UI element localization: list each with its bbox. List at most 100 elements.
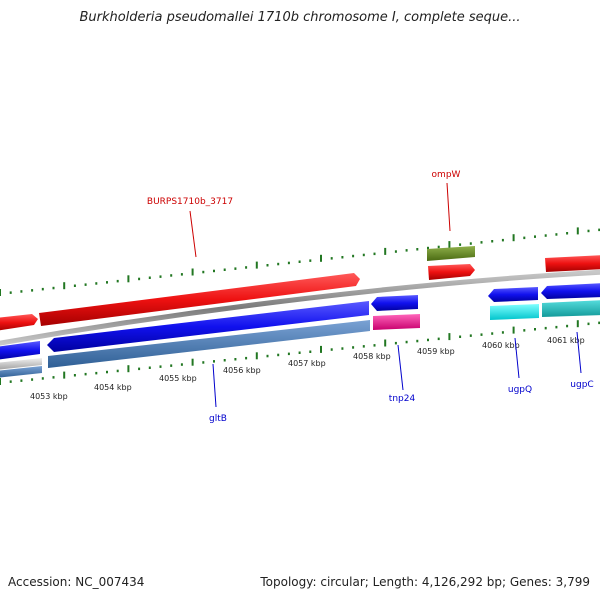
- lower-major-tick: [512, 326, 515, 334]
- lower-minor-tick: [202, 361, 205, 364]
- upper-minor-tick: [159, 275, 162, 278]
- upper-minor-tick: [501, 238, 504, 242]
- gene-label-tnp24[interactable]: tnp24: [389, 394, 416, 404]
- lower-minor-tick: [523, 329, 526, 332]
- gene-labels: BURPS1710b_3717 ompW gltB tnp24 ugpQ ugp…: [147, 170, 594, 424]
- forward-gene[interactable]: [39, 273, 360, 326]
- lower-minor-tick: [106, 370, 108, 374]
- upper-minor-tick: [534, 235, 536, 238]
- upper-minor-tick: [298, 260, 301, 263]
- upper-minor-tick: [309, 259, 312, 262]
- upper-minor-tick: [544, 234, 547, 237]
- label-leader-ugpC: [576, 331, 582, 374]
- upper-minor-tick: [31, 289, 34, 292]
- upper-major-tick: [191, 268, 194, 276]
- upper-minor-tick: [523, 236, 526, 240]
- kbp-label: 4057 kbp: [288, 359, 326, 368]
- upper-minor-tick: [459, 243, 462, 246]
- gene-label-BURPS1710b_3717[interactable]: BURPS1710b_3717: [147, 197, 233, 207]
- gray-feature-band[interactable]: [0, 358, 42, 370]
- upper-minor-tick: [405, 249, 408, 252]
- lower-minor-tick: [213, 360, 215, 363]
- reverse-gene[interactable]: [541, 283, 600, 299]
- lower-minor-tick: [116, 369, 119, 373]
- topology-label: Topology: circular; Length: 4,126,292 bp…: [260, 575, 590, 589]
- upper-minor-tick: [213, 269, 215, 273]
- lower-major-tick: [255, 352, 258, 360]
- upper-major-tick: [255, 261, 258, 269]
- lower-minor-tick: [234, 358, 237, 361]
- forward-gene[interactable]: [545, 255, 600, 272]
- gltB-feature-band[interactable]: [48, 320, 370, 368]
- lower-minor-tick: [362, 345, 365, 348]
- ugpQ-feature-band[interactable]: [490, 304, 539, 320]
- forward-strand-track: [0, 255, 600, 331]
- lower-minor-tick: [9, 380, 12, 383]
- lower-minor-tick: [84, 372, 87, 376]
- lower-minor-tick: [170, 364, 173, 367]
- lower-minor-tick: [598, 321, 600, 325]
- lower-major-tick: [127, 365, 130, 373]
- upper-minor-tick: [437, 245, 440, 249]
- lower-major-tick: [63, 371, 66, 379]
- upper-minor-tick: [9, 291, 12, 294]
- upper-minor-tick: [480, 241, 483, 244]
- upper-major-tick: [512, 234, 515, 242]
- ugpC-feature-band[interactable]: [542, 300, 600, 317]
- upper-major-tick: [384, 247, 387, 255]
- lower-minor-tick: [427, 338, 429, 342]
- accession-label: Accession: NC_007434: [8, 575, 145, 589]
- gene-label-ugpQ[interactable]: ugpQ: [508, 385, 532, 395]
- lower-minor-tick: [266, 354, 269, 358]
- tnp24-feature-band[interactable]: [373, 314, 420, 330]
- lower-minor-tick: [491, 332, 494, 335]
- upper-minor-tick: [266, 264, 269, 267]
- feature-band-track: [0, 300, 600, 378]
- lower-minor-tick: [341, 347, 344, 350]
- gene-label-gltB[interactable]: gltB: [209, 414, 227, 424]
- kbp-label: 4054 kbp: [94, 383, 132, 392]
- forward-gene[interactable]: [0, 314, 38, 331]
- upper-tick-track: [0, 227, 600, 296]
- upper-minor-tick: [41, 287, 44, 291]
- upper-minor-tick: [566, 232, 569, 235]
- upper-minor-tick: [330, 257, 333, 260]
- lower-minor-tick: [459, 335, 462, 338]
- upper-minor-tick: [277, 262, 280, 266]
- lower-minor-tick: [352, 346, 355, 349]
- lower-minor-tick: [566, 324, 569, 328]
- upper-minor-tick: [180, 273, 183, 276]
- kbp-label: 4056 kbp: [223, 366, 261, 375]
- lower-minor-tick: [95, 371, 98, 375]
- lower-minor-tick: [287, 352, 290, 356]
- upper-minor-tick: [245, 266, 248, 269]
- reverse-gene[interactable]: [0, 341, 40, 360]
- lower-minor-tick: [373, 344, 376, 347]
- upper-minor-tick: [598, 228, 600, 232]
- upper-minor-tick: [73, 284, 76, 287]
- label-leaders: [189, 182, 582, 408]
- gene-label-ugpC[interactable]: ugpC: [570, 380, 593, 390]
- lower-minor-tick: [501, 331, 504, 334]
- lower-minor-tick: [41, 377, 44, 380]
- gene-label-ompW[interactable]: ompW: [432, 170, 461, 180]
- upper-major-tick: [0, 289, 1, 296]
- upper-minor-tick: [202, 270, 205, 274]
- label-leader-ompW: [446, 182, 451, 232]
- steel-feature-band[interactable]: [0, 366, 42, 378]
- lower-minor-tick: [469, 334, 472, 337]
- upper-major-tick: [448, 241, 451, 249]
- reverse-gene[interactable]: [488, 287, 538, 302]
- forward-gene[interactable]: [428, 264, 475, 280]
- ompW-gene-band[interactable]: [427, 246, 475, 261]
- reverse-gene[interactable]: [47, 301, 369, 352]
- upper-minor-tick: [20, 290, 23, 293]
- lower-minor-tick: [405, 340, 408, 344]
- upper-major-tick: [63, 282, 66, 290]
- reverse-gene[interactable]: [371, 295, 418, 311]
- lower-minor-tick: [138, 367, 141, 371]
- upper-minor-tick: [106, 281, 108, 284]
- upper-minor-tick: [138, 277, 141, 281]
- upper-major-tick: [576, 227, 579, 235]
